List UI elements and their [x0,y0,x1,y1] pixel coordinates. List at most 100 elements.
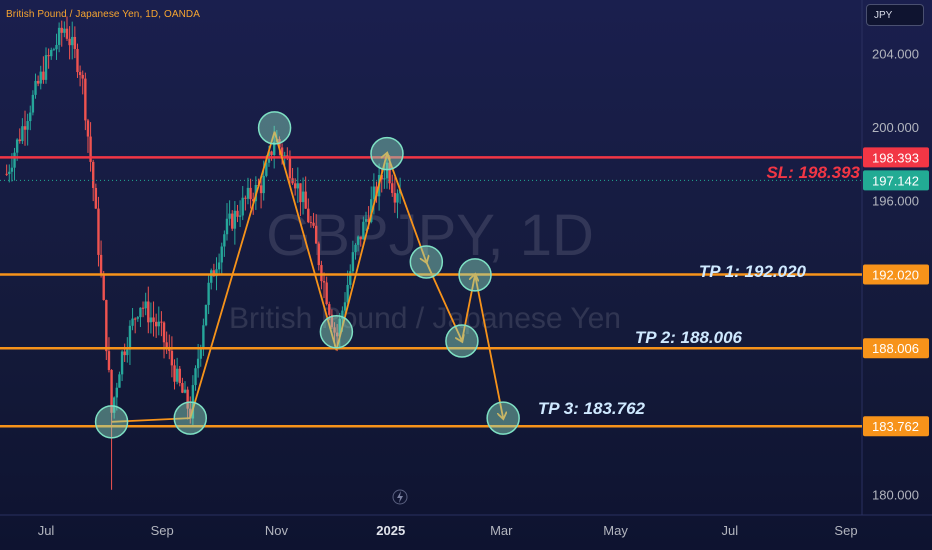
candle-body [270,151,273,155]
last-price-tag: 197.142 [872,173,919,188]
x-tick-label: May [603,523,628,538]
watermark-ticker: GBPJPY, 1D [266,203,594,268]
candle-body [141,307,145,309]
candle-body [178,368,181,384]
y-tick-label: 204.000 [872,46,919,61]
candle-body [328,304,331,315]
candle-body [84,78,87,121]
candle-body [18,139,21,142]
candle-body [393,192,397,203]
candle-body [160,321,163,323]
candle-body [126,349,129,356]
candle-body [31,94,35,113]
candle-body [181,383,184,393]
candle-body [314,225,318,244]
candle-body [288,158,292,179]
candle-body [312,222,315,226]
candle-body [346,284,349,303]
candle-body [228,213,231,219]
candle-body [362,221,365,240]
candle-body [296,183,300,189]
candle-body [252,199,255,202]
candle-body [15,139,19,153]
candle-body [8,171,11,175]
candle-body [144,301,147,309]
candle-body [60,27,63,33]
candle-body [102,273,105,301]
x-tick-label: Jul [38,523,55,538]
candle-body [231,213,234,229]
candle-body [367,219,370,222]
candle-body [335,332,339,337]
candle-body [236,210,239,217]
lightning-icon [392,489,408,505]
candle-body [123,351,126,356]
candle-body [391,183,394,193]
currency-button[interactable]: JPY [866,4,924,26]
candle-body [320,265,323,282]
pattern-segment [189,131,276,419]
candle-body [99,254,103,274]
candle-body [44,55,48,80]
candle-body [89,136,92,162]
candle-body [220,246,223,263]
pattern-segment [461,275,475,342]
last-price-tag-bg [863,170,929,191]
candle-body [81,74,84,79]
pivot-circle [370,136,404,171]
candle-body [23,126,27,130]
candle-body [136,317,140,319]
candle-body [301,191,305,203]
candle-body [325,282,328,305]
price-tag-tp2: 188.006 [872,341,919,356]
x-tick-label: Jul [722,523,739,538]
pattern-segment [386,153,426,262]
symbol-title: British Pound / Japanese Yen, 1D, OANDA [6,9,201,20]
candle-body [204,304,208,326]
y-tick-label: 200.000 [872,120,919,135]
candle-body [309,222,313,224]
candle-body [131,318,134,326]
candle-body [223,234,226,247]
candle-body [280,147,284,156]
candle-body [86,120,90,137]
candle-body [165,342,168,348]
candle-body [341,310,344,319]
price-tag-tp3: 183.762 [872,419,919,434]
candle-body [372,186,376,200]
candle-body [115,387,119,398]
candle-body [149,317,153,323]
candle-body [92,161,95,188]
candle-body [259,185,263,194]
price-tag-tp2-bg [863,338,929,359]
level-label-sl: SL: 198.393 [766,163,860,182]
candle-body [249,187,252,200]
candle-body [317,243,320,266]
candle-body [139,307,142,318]
candle-body [73,36,77,49]
candle-body [173,365,176,382]
candle-body [34,80,37,95]
pattern-segment [425,261,462,341]
pattern-segment [474,274,503,418]
candle-body [39,71,42,84]
candle-body [47,55,50,57]
level-label-tp3: TP 3: 183.762 [538,399,646,418]
x-tick-label: Mar [490,523,513,538]
candle-body [194,368,197,386]
candle-body [36,80,40,84]
candle-body [293,183,297,189]
candle-body [338,318,341,337]
candle-body [118,374,121,388]
pivot-circle [458,258,492,292]
candle-body [42,71,45,80]
pivot-circle [319,315,354,349]
pivot-circle [257,111,292,145]
candle-body [217,262,221,270]
candle-body [330,314,334,328]
candle-body [5,173,8,175]
x-tick-label: 2025 [376,523,405,538]
candle-body [55,44,58,50]
candle-body [152,317,155,322]
